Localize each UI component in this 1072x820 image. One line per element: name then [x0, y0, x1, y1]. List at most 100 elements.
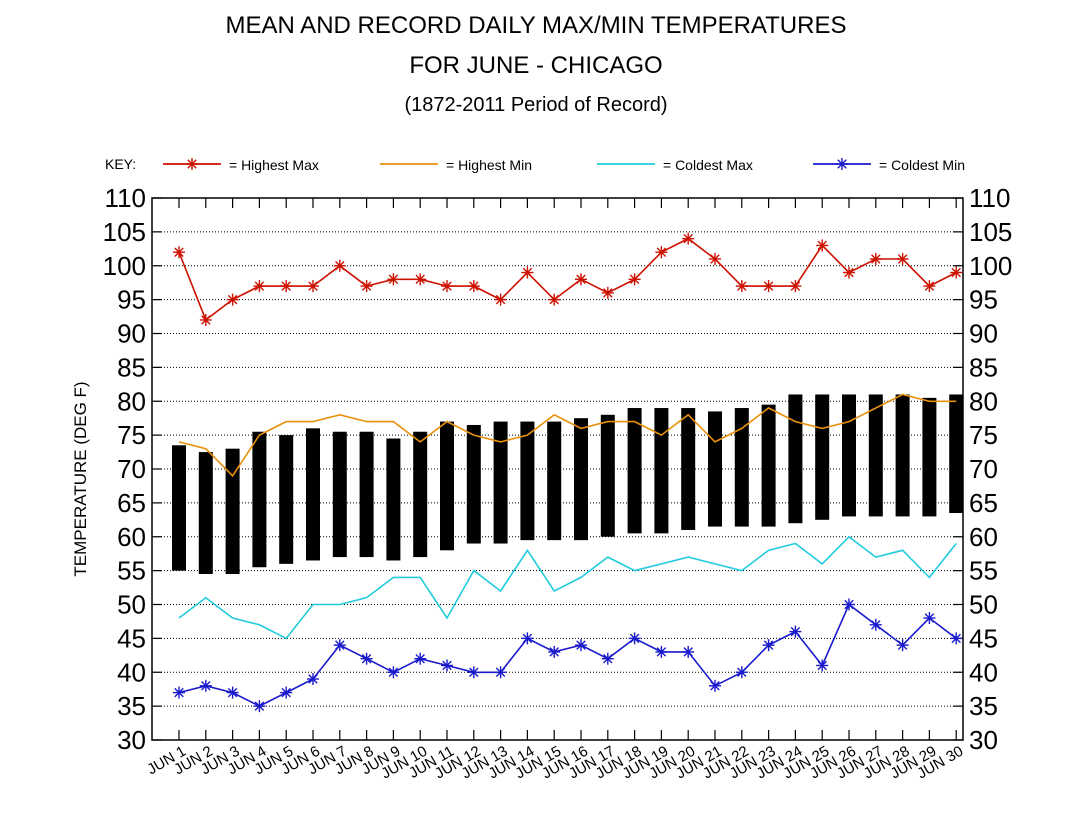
series-point-0 — [816, 239, 829, 252]
y-tick-label-left: 95 — [117, 285, 146, 315]
y-tick-label-right: 105 — [969, 217, 1012, 247]
legend-label-2: = Coldest Max — [663, 157, 753, 173]
y-tick-label-left: 55 — [117, 556, 146, 586]
mean-range-bar — [493, 421, 508, 544]
series-point-3 — [494, 666, 507, 679]
series-point-0 — [199, 313, 212, 326]
y-tick-label-left: 40 — [117, 657, 146, 687]
y-tick-label-right: 80 — [969, 386, 998, 416]
series-point-3 — [467, 666, 480, 679]
series-point-3 — [333, 639, 346, 652]
series-point-0 — [414, 273, 427, 286]
legend-label-0: = Highest Max — [229, 157, 319, 173]
series-point-3 — [360, 652, 373, 665]
series-point-3 — [869, 618, 882, 631]
y-tick-label-left: 75 — [117, 420, 146, 450]
series-point-0 — [575, 273, 587, 286]
series-point-3 — [414, 652, 427, 665]
mean-range-bar — [332, 431, 347, 558]
series-point-3 — [682, 645, 695, 658]
mean-range-bar — [815, 394, 830, 520]
mean-range-bar — [895, 394, 910, 517]
y-tick-label-left: 30 — [117, 725, 146, 755]
series-line-3 — [178, 603, 957, 707]
series-point-3 — [548, 645, 561, 658]
series-point-0 — [360, 280, 373, 293]
series-line-2 — [178, 535, 957, 640]
mean-range-bar — [198, 452, 213, 575]
mean-range-bar — [600, 414, 615, 537]
mean-range-bar — [734, 408, 749, 527]
mean-range-bar — [708, 411, 722, 527]
series-point-0 — [307, 280, 319, 293]
series-point-0 — [869, 252, 882, 265]
series-point-0 — [548, 293, 561, 306]
legend-label-1: = Highest Min — [446, 157, 532, 173]
series-point-0 — [601, 286, 614, 299]
series-point-0 — [655, 246, 668, 259]
series-point-0 — [253, 280, 266, 293]
y-tick-label-left: 50 — [117, 590, 146, 620]
legend-marker-0 — [186, 158, 198, 170]
y-tick-label-right: 30 — [969, 725, 998, 755]
legend-label-3: = Coldest Min — [879, 157, 965, 173]
series-point-3 — [789, 625, 802, 638]
y-tick-label-left: 65 — [117, 488, 146, 518]
series-point-0 — [333, 259, 346, 272]
mean-range-bar — [359, 431, 374, 558]
series-point-0 — [950, 266, 963, 279]
series-point-3 — [575, 639, 587, 652]
series-point-3 — [521, 632, 534, 645]
y-tick-label-right: 75 — [969, 420, 998, 450]
mean-range-bar — [922, 397, 937, 517]
series-point-0 — [173, 246, 185, 259]
y-tick-label-left: 45 — [117, 623, 146, 653]
y-tick-label-left: 80 — [117, 386, 146, 416]
y-tick-label-right: 110 — [969, 183, 1010, 213]
series-line-0 — [178, 237, 957, 322]
y-tick-label-left: 100 — [103, 251, 146, 281]
series-point-3 — [762, 639, 775, 652]
y-tick-label-left: 105 — [103, 217, 146, 247]
mean-range-bar — [440, 421, 454, 551]
series-point-3 — [307, 673, 319, 686]
series-point-3 — [628, 632, 641, 645]
series-point-0 — [923, 280, 936, 293]
y-tick-label-right: 65 — [969, 488, 998, 518]
mean-range-bar — [654, 408, 669, 534]
mean-range-bar — [520, 421, 535, 541]
series-point-3 — [896, 639, 909, 652]
mean-range-bar — [279, 435, 294, 564]
series-point-3 — [735, 666, 748, 679]
y-tick-label-right: 55 — [969, 556, 998, 586]
mean-range-bar — [547, 421, 562, 541]
series-point-0 — [387, 273, 400, 286]
series-point-3 — [280, 686, 293, 699]
series-point-0 — [843, 266, 855, 279]
series-point-0 — [735, 280, 748, 293]
y-tick-label-left: 85 — [117, 352, 146, 382]
y-axis-label: TEMPERATURE (DEG F) — [71, 381, 90, 576]
series-point-0 — [896, 252, 909, 265]
mean-range-bar — [842, 394, 856, 517]
y-tick-label-left: 70 — [117, 454, 146, 484]
y-tick-label-right: 70 — [969, 454, 998, 484]
series-point-3 — [709, 679, 721, 692]
series-point-0 — [521, 266, 534, 279]
y-tick-label-right: 90 — [969, 319, 998, 349]
series-point-3 — [655, 645, 668, 658]
series-point-3 — [950, 632, 963, 645]
mean-range-bar — [413, 431, 428, 558]
series-point-0 — [628, 273, 641, 286]
series-point-3 — [173, 686, 185, 699]
series-point-0 — [467, 280, 480, 293]
chart-subtitle: FOR JUNE - CHICAGO — [409, 52, 663, 79]
y-tick-label-left: 110 — [105, 183, 146, 213]
mean-range-bar — [466, 424, 481, 544]
series-point-3 — [199, 679, 212, 692]
mean-range-bar — [788, 394, 803, 524]
chart-title: MEAN AND RECORD DAILY MAX/MIN TEMPERATUR… — [225, 12, 847, 39]
y-tick-label-left: 90 — [117, 319, 146, 349]
series-point-0 — [709, 252, 721, 265]
